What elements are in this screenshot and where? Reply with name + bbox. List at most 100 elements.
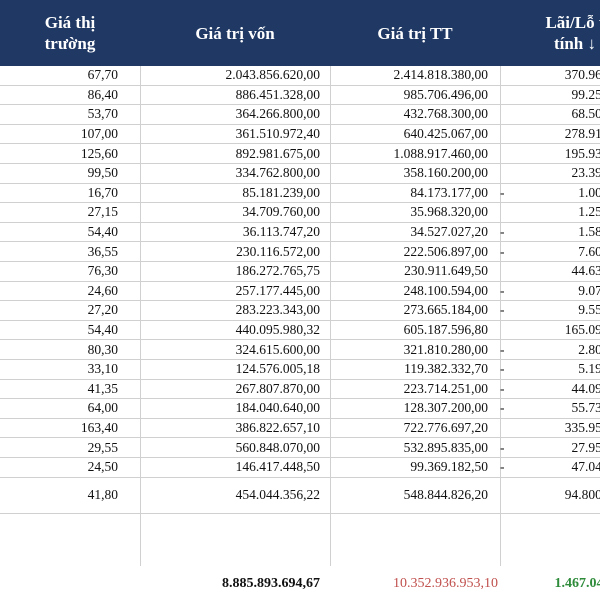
cell-profit-loss-value: 55.733. [571, 400, 600, 416]
table-row[interactable]: 24,60 257.177.445,00 248.100.594,00- 9.076. [0, 282, 600, 302]
cell-loss-sign: - [500, 243, 505, 259]
cell-market-value: 605.187.596,80 [403, 322, 488, 338]
column-divider [140, 66, 141, 566]
cell-loss-sign: - [500, 380, 505, 396]
cell-cost-value: 334.762.800,00 [235, 165, 320, 181]
cell-market-price: 125,60 [80, 145, 118, 161]
cell-profit-loss-value: 2.805. [578, 341, 600, 357]
cell-profit-loss-value: 99.255. [571, 86, 600, 102]
cell-market-price: 99,50 [87, 165, 118, 181]
cell-cost-value: 324.615.600,00 [235, 341, 320, 357]
cell-cost-value: 892.981.675,00 [235, 145, 320, 161]
cell-market-price: 33,10 [87, 361, 118, 377]
cell-market-value: 248.100.594,00 [403, 282, 488, 298]
table-row[interactable]: 80,30 324.615.600,00 321.810.280,00- 2.805. [0, 340, 600, 360]
header-profit-loss[interactable]: Lãi/Lỗ t tính ↓ [545, 13, 600, 53]
cell-cost-value: 230.116.572,00 [236, 243, 320, 259]
cell-market-price: 64,00 [87, 400, 118, 416]
header-cost-value[interactable]: Giá trị vốn [195, 23, 275, 43]
table-body: 67,70 2.043.856.620,00 2.414.818.380,00 370… [0, 66, 600, 600]
table-row[interactable]: 29,55 560.848.070,00 532.895.835,00- 27.952… [0, 438, 600, 458]
cell-profit-loss-value: 44.093. [571, 380, 600, 396]
cell-market-value: 2.414.818.380,00 [393, 67, 489, 83]
cell-market-value: 358.160.200,00 [403, 165, 488, 181]
cell-profit-loss: 370.961. [500, 66, 600, 85]
table-row[interactable]: 24,50 146.417.448,50 99.369.182,50- 47.048. [0, 458, 600, 478]
cell-cost-value: 886.451.328,00 [235, 86, 320, 102]
cell-profit-loss-value: 44.638. [571, 263, 600, 279]
cell-profit-loss: 1.258. [500, 203, 600, 222]
cell-profit-loss: 195.935. [500, 144, 600, 163]
cell-profit-loss: 278.914. [500, 125, 600, 144]
table-row[interactable]: 163,40 386.822.657,10 722.776.697,20 335.95… [0, 419, 600, 439]
cell-market-price: 27,20 [87, 302, 118, 318]
table-row[interactable]: 64,00 184.040.640,00 128.307.200,00- 55.733… [0, 399, 600, 419]
cell-profit-loss: 7.609. [500, 242, 600, 261]
cell-loss-sign: - [500, 439, 505, 455]
table-row[interactable]: 54,40 36.113.747,20 34.527.027,20- 1.586. [0, 223, 600, 243]
cell-market-price: 24,60 [87, 282, 118, 298]
cell-market-price: 107,00 [80, 126, 118, 142]
cell-profit-loss: 1.586. [500, 223, 600, 242]
cell-profit-loss: 9.558. [500, 301, 600, 320]
cell-market-value: 119.382.332,70 [404, 361, 488, 377]
cell-market-price: 41,35 [87, 380, 118, 396]
cell-profit-loss-value: 1.586. [578, 224, 600, 240]
cell-profit-loss: 335.954. [500, 419, 600, 438]
table-row[interactable]: 33,10 124.576.005,18 119.382.332,70- 5.193. [0, 360, 600, 380]
table-row[interactable]: 27,15 34.709.760,00 35.968.320,00 1.258. [0, 203, 600, 223]
table-row[interactable]: 53,70 364.266.800,00 432.768.300,00 68.501. [0, 105, 600, 125]
table-row[interactable]: 41,80 454.044.356,22 548.844.826,20 94.800.… [0, 478, 600, 514]
cell-cost-value: 257.177.445,00 [235, 282, 320, 298]
cell-market-price: 54,40 [87, 224, 118, 240]
cell-market-value: 230.911.649,50 [404, 263, 488, 279]
cell-loss-sign: - [500, 361, 505, 377]
totals-row: 8.885.893.694,67 10.352.936.953,10 1.467… [0, 568, 600, 600]
table-row[interactable]: 86,40 886.451.328,00 985.706.496,00 99.255. [0, 86, 600, 106]
cell-profit-loss-value: 9.558. [578, 302, 600, 318]
table-row[interactable]: 76,30 186.272.765,75 230.911.649,50 44.638. [0, 262, 600, 282]
cell-profit-loss: 27.952. [500, 438, 600, 457]
cell-market-price: 54,40 [87, 322, 118, 338]
cell-profit-loss: 44.638. [500, 262, 600, 281]
cell-profit-loss: 2.805. [500, 340, 600, 359]
cell-market-price: 80,30 [87, 341, 118, 357]
cell-market-price: 24,50 [87, 459, 118, 475]
cell-profit-loss-value: 278.914. [564, 126, 600, 142]
cell-market-price: 29,55 [87, 439, 118, 455]
cell-profit-loss-value: 47.048. [571, 459, 600, 475]
table-row[interactable]: 41,35 267.807.870,00 223.714.251,00- 44.093… [0, 380, 600, 400]
cell-loss-sign: - [500, 224, 505, 240]
total-profit-loss: 1.467.043. [500, 568, 600, 600]
total-cost: 8.885.893.694,67 [222, 576, 320, 591]
cell-profit-loss-value: 370.961. [564, 67, 600, 83]
table-row[interactable]: 99,50 334.762.800,00 358.160.200,00 23.397. [0, 164, 600, 184]
table-row[interactable]: 107,00 361.510.972,40 640.425.067,00 278.91… [0, 125, 600, 145]
header-market-price[interactable]: Giá thị trường [44, 13, 96, 53]
cell-cost-value: 386.822.657,10 [235, 420, 320, 436]
cell-profit-loss-value: 94.800.4 [564, 487, 600, 503]
total-market: 10.352.936.953,10 [393, 576, 498, 591]
cell-profit-loss: 44.093. [500, 380, 600, 399]
cell-market-value: 99.369.182,50 [410, 459, 488, 475]
cell-profit-loss-value: 1.258. [578, 204, 600, 220]
header-market-value[interactable]: Giá trị TT [377, 23, 453, 43]
cell-profit-loss-value: 335.954. [564, 420, 600, 436]
table-row[interactable]: 27,20 283.223.343,00 273.665.184,00- 9.558. [0, 301, 600, 321]
table-row[interactable]: 36,55 230.116.572,00 222.506.897,00- 7.609. [0, 242, 600, 262]
cell-loss-sign: - [500, 184, 505, 200]
table-row[interactable]: 125,60 892.981.675,00 1.088.917.460,00 195.… [0, 144, 600, 164]
cell-market-value: 1.088.917.460,00 [393, 145, 489, 161]
table-row[interactable]: 54,40 440.095.980,32 605.187.596,80 165.091… [0, 321, 600, 341]
table-row[interactable]: 67,70 2.043.856.620,00 2.414.818.380,00 370… [0, 66, 600, 86]
cell-cost-value: 186.272.765,75 [235, 263, 320, 279]
cell-cost-value: 361.510.972,40 [235, 126, 320, 142]
cell-cost-value: 36.113.747,20 [242, 224, 320, 240]
cell-market-price: 67,70 [87, 67, 118, 83]
table-row[interactable]: 16,70 85.181.239,00 84.173.177,00- 1.008. [0, 184, 600, 204]
cell-profit-loss-value: 68.501. [571, 106, 600, 122]
cell-cost-value: 267.807.870,00 [235, 380, 320, 396]
total-profit-loss-value: 1.467.043. [554, 576, 600, 591]
cell-loss-sign: - [500, 282, 505, 298]
cell-market-value: 128.307.200,00 [403, 400, 488, 416]
